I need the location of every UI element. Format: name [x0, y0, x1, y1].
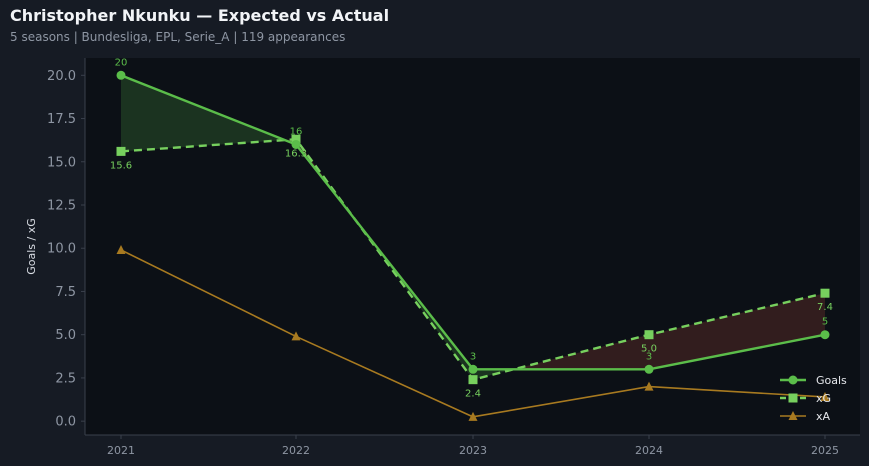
underperformance-area	[649, 293, 825, 370]
goals-data-label: 3	[470, 351, 476, 362]
xa-point	[116, 244, 126, 254]
overperformance-area	[355, 219, 473, 380]
x-tick-label: 2024	[635, 444, 663, 457]
xg-data-label: 16.3	[285, 148, 307, 159]
goals-point	[820, 330, 830, 340]
y-tick-label: 10.0	[47, 242, 76, 257]
x-tick-label: 2025	[811, 444, 839, 457]
legend-marker	[788, 411, 798, 420]
xg-point	[116, 146, 126, 156]
xg-data-label: 15.6	[110, 160, 132, 171]
xg-point	[644, 330, 654, 340]
xg-data-label: 2.4	[465, 389, 481, 400]
y-tick-label: 12.5	[47, 198, 76, 213]
y-tick-label: 5.0	[55, 328, 76, 343]
legend-marker	[788, 375, 798, 385]
goals-data-label: 16	[290, 126, 303, 137]
xa-point	[468, 411, 478, 421]
y-axis-label: Goals / xG	[25, 218, 38, 275]
legend-label: xA	[816, 410, 831, 423]
x-tick-label: 2021	[107, 444, 135, 457]
goals-data-label: 20	[115, 57, 128, 68]
goals-point	[291, 139, 301, 149]
xa-point	[291, 331, 301, 341]
xg-point	[468, 375, 478, 385]
chart-subtitle: 5 seasons | Bundesliga, EPL, Serie_A | 1…	[10, 30, 346, 44]
xg-data-label: 5.0	[641, 344, 657, 355]
goals-point	[116, 70, 126, 80]
xa-point	[820, 391, 830, 401]
goals-data-label: 3	[646, 351, 652, 362]
xg-point	[820, 288, 830, 298]
legend-label: Goals	[816, 374, 847, 387]
goals-data-label: 5	[822, 317, 828, 328]
xg-data-label: 7.4	[817, 302, 833, 313]
goals-point	[468, 364, 478, 374]
y-tick-label: 2.5	[55, 371, 76, 386]
y-tick-label: 17.5	[47, 112, 76, 127]
goals-point	[644, 364, 654, 374]
y-tick-label: 7.5	[55, 285, 76, 300]
legend-label: xG	[816, 392, 831, 405]
y-tick-label: 15.0	[47, 155, 76, 170]
overperformance-area	[121, 75, 285, 152]
xa-point	[644, 381, 654, 391]
y-tick-label: 0.0	[55, 415, 76, 430]
legend-marker	[788, 393, 798, 403]
x-tick-label: 2022	[282, 444, 310, 457]
chart-title: Christopher Nkunku — Expected vs Actual	[10, 6, 390, 25]
x-tick-label: 2023	[459, 444, 487, 457]
xg-point	[291, 134, 301, 144]
y-tick-label: 20.0	[47, 69, 76, 84]
